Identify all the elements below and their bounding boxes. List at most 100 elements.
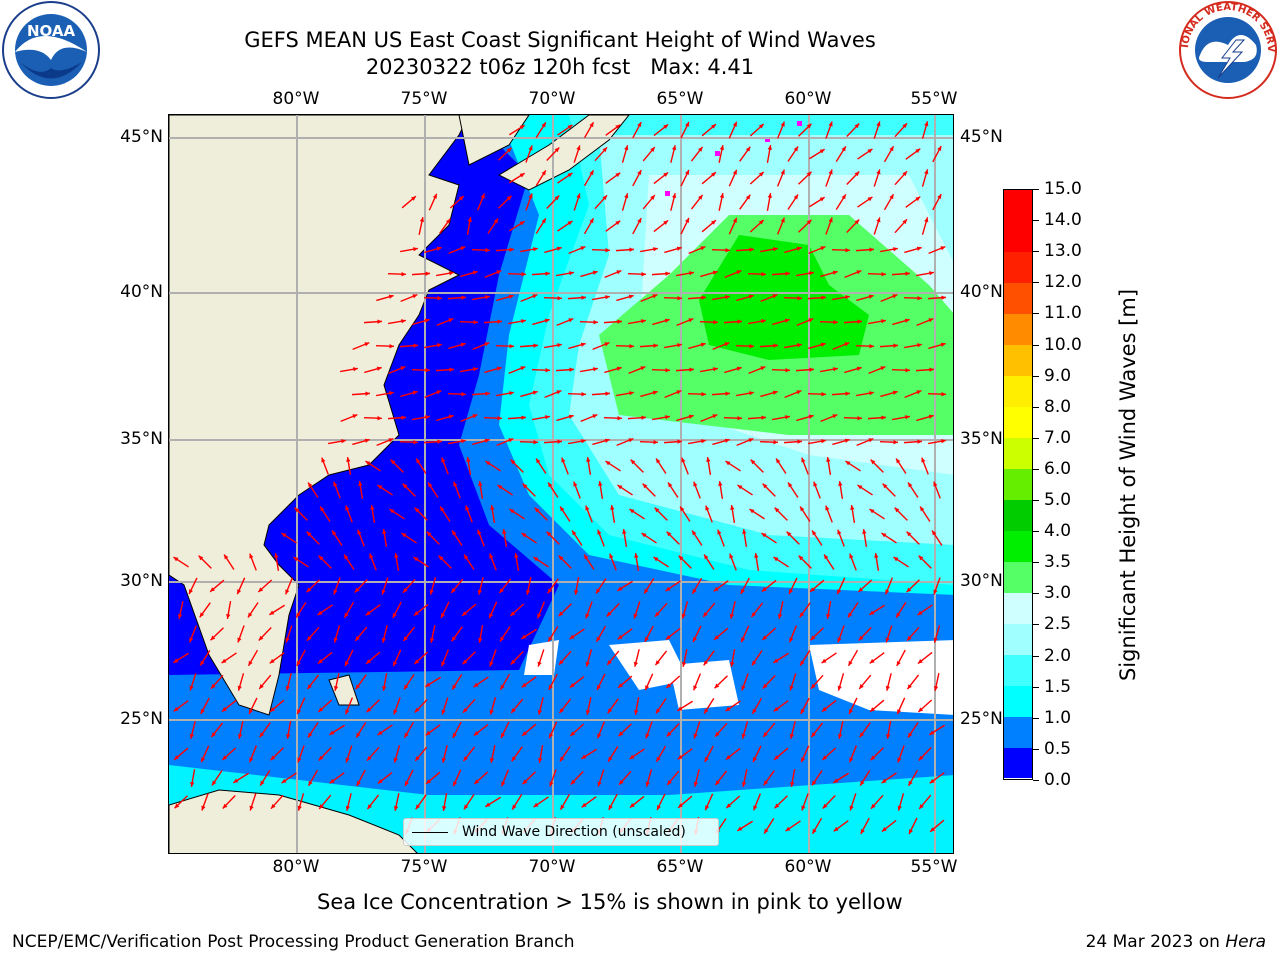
direction-arrow-head xyxy=(906,587,912,593)
colorbar-tick: 15.0 xyxy=(1033,179,1082,199)
direction-arrow-head xyxy=(870,707,875,712)
direction-arrow-head xyxy=(460,246,466,251)
direction-arrow-head xyxy=(617,485,623,490)
direction-arrow-head xyxy=(210,587,215,592)
map-panel[interactable] xyxy=(168,114,954,854)
direction-arrow-head xyxy=(918,755,924,761)
direction-arrow-head xyxy=(615,124,621,130)
direction-arrow-head xyxy=(522,483,528,489)
direction-arrow-head xyxy=(919,804,924,809)
direction-arrow-head xyxy=(425,271,430,276)
direction-arrow-head xyxy=(822,755,828,761)
direction-arrow-head xyxy=(653,247,658,252)
direction-arrow-head xyxy=(296,660,301,666)
direction-arrow-head xyxy=(668,482,673,488)
direction-arrow-head xyxy=(764,828,769,834)
direction-arrow-head xyxy=(937,194,942,200)
direction-arrow-head xyxy=(665,586,671,592)
direction-arrow-head xyxy=(557,295,562,301)
direction-arrow-head xyxy=(537,661,542,667)
direction-arrow-head xyxy=(593,367,598,372)
lat-tick-left: 35°N xyxy=(120,429,163,449)
direction-arrow-head xyxy=(618,731,624,737)
direction-arrow-head xyxy=(811,780,817,786)
direction-arrow-head xyxy=(714,731,720,737)
direction-arrow-head xyxy=(403,636,408,642)
direction-arrow-head xyxy=(500,684,505,690)
direction-arrow-head xyxy=(381,637,387,643)
colorbar-tick: 13.0 xyxy=(1033,241,1082,261)
direction-arrow-head xyxy=(714,683,720,689)
direction-arrow-head xyxy=(698,146,703,152)
direction-arrow-head xyxy=(785,415,790,420)
direction-arrow-head xyxy=(190,782,195,787)
direction-arrow-head xyxy=(671,145,677,151)
direction-arrow-head xyxy=(833,367,838,372)
direction-arrow-head xyxy=(605,461,611,466)
direction-arrow-head xyxy=(881,271,886,277)
direction-arrow-head xyxy=(480,193,485,199)
direction-arrow-head xyxy=(774,755,779,760)
direction-arrow-head xyxy=(485,247,490,253)
direction-arrow-head xyxy=(693,685,698,691)
lat-tick-right: 30°N xyxy=(960,571,1003,591)
colorbar-segment xyxy=(1004,685,1032,717)
direction-arrow-head xyxy=(761,533,767,538)
direction-arrow-head xyxy=(522,779,528,785)
direction-arrow-head xyxy=(389,391,394,396)
direction-arrow-head xyxy=(789,685,794,691)
direction-arrow-head xyxy=(819,149,825,154)
direction-arrow-head xyxy=(458,195,464,201)
direction-arrow-head xyxy=(870,803,876,809)
direction-arrow-head xyxy=(869,343,874,349)
direction-arrow-head xyxy=(825,505,830,511)
direction-arrow-head xyxy=(736,270,742,275)
lon-tick-top: 70°W xyxy=(528,89,576,109)
direction-arrow-head xyxy=(426,531,432,537)
direction-arrow-head xyxy=(730,505,735,510)
direction-arrow-head xyxy=(712,414,718,419)
direction-arrow-head xyxy=(296,612,301,618)
direction-arrow-head xyxy=(886,734,891,739)
direction-arrow-head xyxy=(249,805,254,811)
direction-arrow-head xyxy=(763,732,768,737)
direction-arrow-head xyxy=(602,195,608,201)
direction-arrow-head xyxy=(425,367,430,373)
direction-arrow-head xyxy=(677,706,683,711)
direction-arrow-head xyxy=(713,367,718,372)
direction-arrow-head xyxy=(665,415,670,420)
direction-arrow-head xyxy=(773,706,779,712)
colorbar-tick: 7.0 xyxy=(1032,428,1071,448)
direction-arrow-head xyxy=(189,733,195,739)
direction-arrow-head xyxy=(629,803,635,808)
colorbar xyxy=(1003,189,1033,780)
direction-arrow-head xyxy=(519,221,525,226)
direction-arrow-head xyxy=(509,509,515,514)
direction-arrow-head xyxy=(719,193,725,199)
direction-arrow-head xyxy=(365,391,370,396)
direction-arrow-head xyxy=(918,707,924,713)
direction-arrow-head xyxy=(885,685,891,691)
direction-arrow-head xyxy=(810,683,816,689)
direction-arrow-head xyxy=(451,636,457,642)
direction-arrow-head xyxy=(356,780,361,786)
direction-arrow-head xyxy=(509,343,514,349)
direction-arrow-head xyxy=(800,660,805,666)
direction-arrow-head xyxy=(390,459,396,465)
direction-arrow-head xyxy=(428,482,433,488)
direction-arrow-head xyxy=(857,415,862,421)
direction-arrow-head xyxy=(725,755,731,760)
direction-arrow-head xyxy=(545,271,550,276)
direction-arrow-head xyxy=(752,708,757,714)
direction-arrow-head xyxy=(545,367,550,373)
direction-arrow-head xyxy=(512,804,517,810)
direction-arrow-head xyxy=(485,802,491,807)
direction-arrow-head xyxy=(859,684,864,689)
direction-arrow-head xyxy=(521,533,527,538)
direction-arrow-head xyxy=(700,246,706,251)
direction-arrow-head xyxy=(616,270,622,275)
direction-arrow-head xyxy=(354,587,360,593)
direction-arrow-head xyxy=(585,505,590,511)
direction-arrow-head xyxy=(854,123,860,129)
direction-arrow-head xyxy=(306,531,312,537)
